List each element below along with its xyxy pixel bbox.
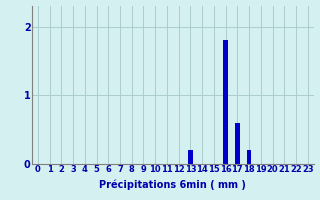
X-axis label: Précipitations 6min ( mm ): Précipitations 6min ( mm )	[100, 180, 246, 190]
Bar	[188, 150, 193, 164]
Bar	[223, 40, 228, 164]
Bar	[235, 123, 240, 164]
Bar	[247, 150, 252, 164]
